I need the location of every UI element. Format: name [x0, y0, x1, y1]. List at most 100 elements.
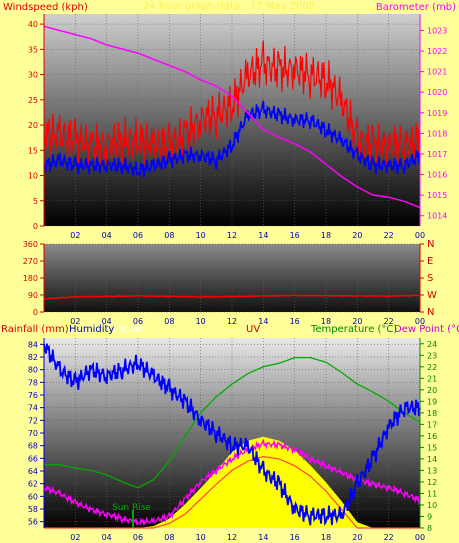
x-tick-label: 06: [133, 533, 143, 542]
y2-tick-label: E: [427, 256, 433, 267]
y-tick-label: 82: [28, 353, 38, 362]
temperature-axis-label: Temperature (°C): [310, 324, 397, 335]
y-tick-label: 68: [28, 442, 38, 451]
average-wind-line: [43, 100, 421, 178]
y2-tick-label: N: [427, 307, 434, 318]
x-tick-label: 06: [133, 317, 143, 326]
y2-tick-label: 1015: [427, 191, 447, 200]
x-tick-label: 04: [102, 533, 112, 542]
y-tick-label: 74: [28, 404, 38, 413]
y2-tick-label: 10: [427, 501, 437, 510]
y2-tick-label: 11: [427, 489, 437, 498]
x-tick-label: 14: [258, 317, 268, 326]
y2-tick-label: 18: [427, 409, 437, 418]
y-tick-label: 62: [28, 480, 38, 489]
y-tick-label: 360: [23, 240, 38, 249]
x-tick-label: 06: [133, 231, 143, 240]
y-tick-label: 84: [28, 340, 38, 349]
x-tick-label: 12: [227, 231, 237, 240]
uv-line: [44, 455, 420, 529]
y2-tick-label: 8: [427, 524, 432, 533]
x-tick-label: 02: [70, 317, 80, 326]
y-tick-label: 66: [28, 454, 38, 463]
y2-tick-label: 24: [427, 340, 437, 349]
x-tick-label: 18: [321, 231, 331, 240]
y2-tick-label: S: [427, 273, 433, 284]
y-tick-label: 56: [28, 518, 38, 527]
x-tick-label: 18: [321, 533, 331, 542]
solar-axis-label: Solar: [118, 324, 144, 335]
y2-tick-label: 21: [427, 374, 437, 383]
y-tick-label: 40: [28, 20, 38, 29]
y-tick-label: 25: [28, 96, 38, 105]
x-tick-label: 00: [415, 533, 425, 542]
wind-direction-series: [44, 294, 421, 300]
y2-tick-label: 1019: [427, 109, 447, 118]
y-tick-label: 10: [28, 172, 38, 181]
x-tick-label: 08: [164, 533, 174, 542]
x-tick-label: 14: [258, 533, 268, 542]
y-tick-label: 0: [33, 222, 38, 231]
temp-humidity-series: [43, 343, 421, 529]
solar-area: [44, 436, 420, 528]
y-tick-label: 270: [23, 257, 38, 266]
y-tick-label: 35: [28, 45, 38, 54]
pressure-line: [43, 25, 421, 209]
graph-title: 24 hour graph data - 17 May 2008: [143, 1, 315, 12]
temperature-line: [44, 356, 421, 489]
y2-tick-label: 12: [427, 478, 437, 487]
y-tick-label: 30: [28, 71, 38, 80]
y2-tick-label: W: [427, 290, 437, 301]
x-tick-label: 08: [164, 231, 174, 240]
x-tick-label: 12: [227, 317, 237, 326]
uv-axis-label: UV: [246, 324, 260, 335]
x-tick-label: 22: [384, 231, 394, 240]
x-tick-label: 16: [290, 231, 300, 240]
y2-tick-label: 1020: [427, 88, 447, 97]
wind-pressure-ticks: 02 04 06 08 10 12 14 16 18 20 22 000510152025303540…: [28, 14, 447, 240]
humidity-line: [43, 343, 421, 527]
y2-tick-label: 22: [427, 363, 437, 372]
y2-tick-label: 1022: [427, 47, 447, 56]
y2-tick-label: 14: [427, 455, 437, 464]
y2-tick-label: 20: [427, 386, 437, 395]
x-tick-label: 10: [196, 317, 206, 326]
x-tick-label: 10: [196, 231, 206, 240]
y-tick-label: 78: [28, 378, 38, 387]
x-tick-label: 20: [352, 533, 362, 542]
y-tick-label: 58: [28, 505, 38, 514]
y2-tick-label: 1023: [427, 26, 447, 35]
x-tick-label: 02: [70, 231, 80, 240]
y2-tick-label: 1014: [427, 212, 447, 221]
y-tick-label: 15: [28, 146, 38, 155]
barometer-axis-label: Barometer (mb): [376, 2, 456, 13]
x-tick-label: 12: [227, 533, 237, 542]
y2-tick-label: 19: [427, 397, 437, 406]
y2-tick-label: 9: [427, 512, 432, 521]
direction-line: [44, 294, 421, 300]
x-tick-label: 10: [196, 533, 206, 542]
x-tick-label: 22: [384, 533, 394, 542]
x-tick-label: 00: [415, 317, 425, 326]
y-tick-label: 90: [28, 291, 38, 300]
y2-tick-label: 16: [427, 432, 437, 441]
y-tick-label: 80: [28, 366, 38, 375]
y2-tick-label: 17: [427, 420, 437, 429]
x-tick-label: 16: [290, 317, 300, 326]
y-tick-label: 76: [28, 391, 38, 400]
y-tick-label: 180: [23, 274, 38, 283]
x-tick-label: 00: [415, 231, 425, 240]
y2-tick-label: N: [427, 239, 434, 250]
y2-tick-label: 13: [427, 466, 437, 475]
x-tick-label: 14: [258, 231, 268, 240]
y2-tick-label: 1017: [427, 150, 447, 159]
y-tick-label: 72: [28, 416, 38, 425]
x-tick-label: 04: [102, 317, 112, 326]
x-tick-label: 08: [164, 317, 174, 326]
sunrise-annotation: Sun Rise: [112, 503, 151, 513]
dew-point-axis-label: Dew Point (°C): [394, 324, 459, 335]
x-tick-label: 20: [352, 317, 362, 326]
y-tick-label: 70: [28, 429, 38, 438]
y-tick-label: 5: [33, 197, 38, 206]
